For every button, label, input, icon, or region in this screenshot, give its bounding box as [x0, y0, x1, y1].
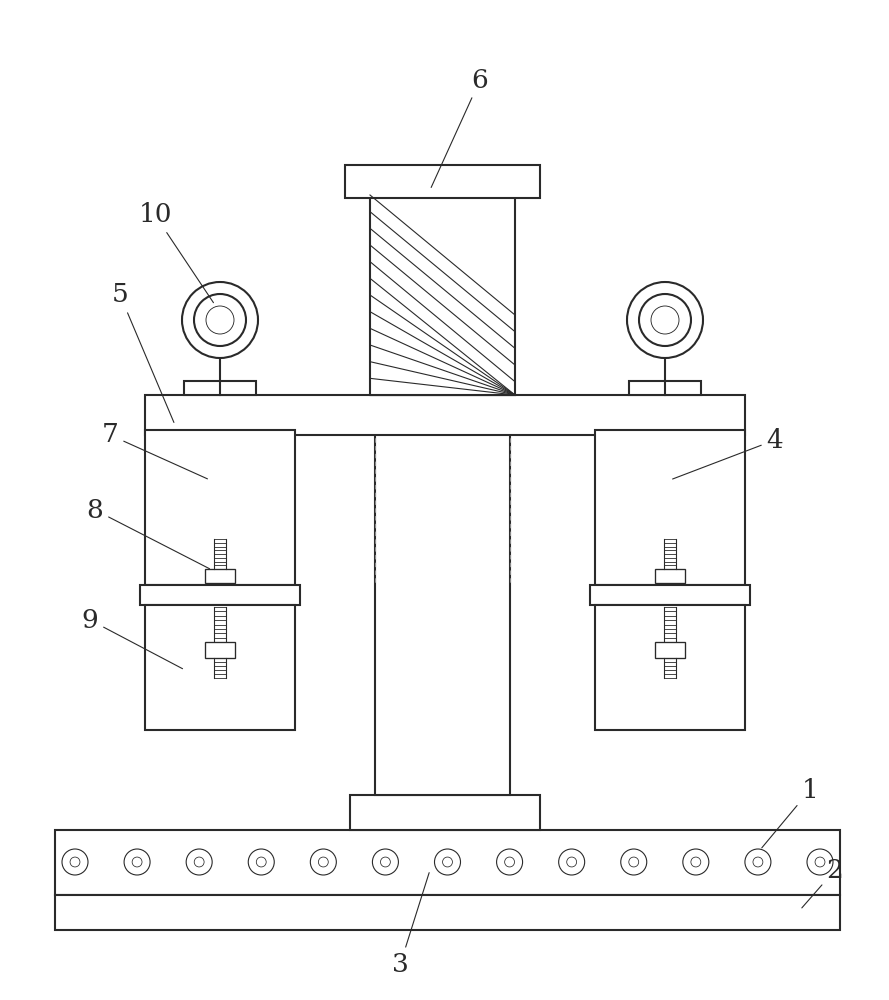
Text: 2: 2 [802, 857, 844, 908]
Bar [145, 605, 295, 730]
Circle shape [753, 857, 763, 867]
Circle shape [639, 294, 691, 346]
Circle shape [318, 857, 328, 867]
Bar [655, 569, 685, 583]
Bar [375, 430, 510, 795]
Bar [590, 585, 750, 605]
Bar [595, 430, 745, 585]
Bar [370, 195, 515, 395]
Bar [55, 895, 840, 930]
Circle shape [62, 849, 88, 875]
Text: 4: 4 [673, 428, 783, 479]
Circle shape [182, 282, 258, 358]
Circle shape [629, 857, 638, 867]
Circle shape [124, 849, 150, 875]
Circle shape [691, 857, 701, 867]
Bar [145, 395, 745, 435]
Circle shape [745, 849, 771, 875]
Text: 5: 5 [112, 282, 174, 422]
Bar [345, 165, 540, 198]
Circle shape [627, 282, 703, 358]
Bar [145, 430, 295, 585]
Circle shape [372, 849, 398, 875]
Circle shape [310, 849, 336, 875]
Circle shape [621, 849, 647, 875]
Circle shape [70, 857, 80, 867]
Circle shape [815, 857, 825, 867]
Circle shape [206, 306, 234, 334]
Circle shape [558, 849, 585, 875]
Circle shape [186, 849, 212, 875]
Circle shape [505, 857, 515, 867]
Text: 1: 1 [762, 778, 819, 848]
Bar [350, 795, 540, 830]
Circle shape [651, 306, 679, 334]
Text: 8: 8 [86, 497, 210, 569]
Bar [140, 585, 300, 605]
Circle shape [497, 849, 523, 875]
Text: 9: 9 [82, 607, 182, 669]
Bar [595, 605, 745, 730]
Bar [205, 642, 235, 658]
Circle shape [566, 857, 577, 867]
Circle shape [380, 857, 390, 867]
Bar [184, 381, 256, 395]
Circle shape [194, 857, 204, 867]
Text: 10: 10 [139, 202, 213, 303]
Circle shape [256, 857, 266, 867]
Circle shape [194, 294, 246, 346]
Circle shape [132, 857, 142, 867]
Circle shape [435, 849, 461, 875]
Bar [205, 569, 235, 583]
Bar [55, 830, 840, 895]
Text: 7: 7 [101, 422, 207, 479]
Text: 3: 3 [391, 873, 429, 978]
Circle shape [248, 849, 274, 875]
Text: 6: 6 [431, 68, 488, 187]
Circle shape [683, 849, 709, 875]
Bar [629, 381, 701, 395]
Circle shape [807, 849, 833, 875]
Circle shape [443, 857, 453, 867]
Bar [655, 642, 685, 658]
